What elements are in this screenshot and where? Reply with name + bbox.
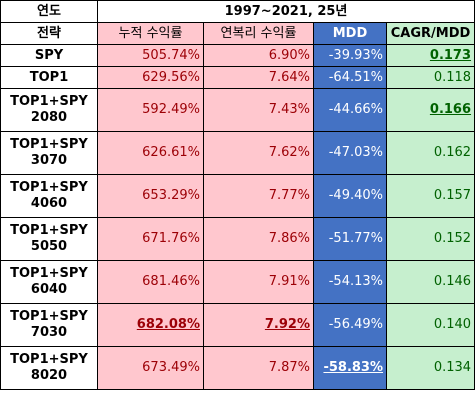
- strategy-name: TOP1+SPY 8020: [0, 346, 98, 390]
- table-row: TOP1+SPY 3070 626.61% 7.62% -47.03% 0.162: [0, 131, 476, 175]
- table-row: TOP1+SPY 4060 653.29% 7.77% -49.40% 0.157: [0, 174, 476, 218]
- col-header-mdd: MDD: [313, 22, 387, 45]
- ratio-cell: 0.173: [385, 44, 476, 67]
- table-row: TOP1+SPY 6040 681.46% 7.91% -54.13% 0.146: [0, 260, 476, 304]
- ratio-cell: 0.162: [385, 131, 476, 175]
- header-row-period: 연도 1997~2021, 25년: [0, 0, 476, 23]
- mdd-cell: -39.93%: [313, 44, 387, 67]
- ratio-cell: 0.140: [385, 303, 476, 347]
- mdd-cell: -56.49%: [313, 303, 387, 347]
- annual-return-cell: 6.90%: [203, 44, 314, 67]
- strategy-name-line1: TOP1+SPY: [10, 352, 88, 367]
- mdd-cell: -58.83%: [313, 346, 387, 390]
- col-header-annual-return: 연복리 수익률: [203, 22, 314, 45]
- strategy-name: TOP1: [0, 66, 98, 89]
- total-return-cell: 681.46%: [97, 260, 204, 304]
- ratio-cell: 0.157: [385, 174, 476, 218]
- mdd-cell: -49.40%: [313, 174, 387, 218]
- strategy-name-line2: 4060: [30, 196, 68, 211]
- strategy-name-line1: TOP1+SPY: [10, 309, 88, 324]
- table-row: TOP1+SPY 7030 682.08% 7.92% -56.49% 0.140: [0, 303, 476, 347]
- total-return-cell: 626.61%: [97, 131, 204, 175]
- total-return-cell: 682.08%: [97, 303, 204, 347]
- period-label: 1997~2021, 25년: [96, 0, 476, 23]
- col-header-total-return: 누적 수익률: [97, 22, 204, 45]
- ratio-best-value: 0.173: [429, 47, 472, 63]
- annual-return-cell: 7.92%: [203, 303, 314, 347]
- ratio-cell: 0.152: [385, 217, 476, 261]
- year-label: 연도: [0, 0, 98, 23]
- header-row-columns: 전략 누적 수익률 연복리 수익률 MDD CAGR/MDD: [0, 22, 476, 45]
- total-return-cell: 592.49%: [97, 88, 204, 132]
- strategy-name-line1: SPY: [34, 47, 64, 63]
- strategy-name: TOP1+SPY 6040: [0, 260, 98, 304]
- annual-return-cell: 7.86%: [203, 217, 314, 261]
- total-return-cell: 629.56%: [97, 66, 204, 89]
- ratio-cell: 0.166: [385, 88, 476, 132]
- total-return-cell: 653.29%: [97, 174, 204, 218]
- ratio-cell: 0.134: [385, 346, 476, 390]
- strategy-name: TOP1+SPY 3070: [0, 131, 98, 175]
- strategy-name: TOP1+SPY 5050: [0, 217, 98, 261]
- col-header-cagr-mdd: CAGR/MDD: [385, 22, 476, 45]
- table-row: TOP1+SPY 2080 592.49% 7.43% -44.66% 0.166: [0, 88, 476, 132]
- strategy-name-line1: TOP1+SPY: [10, 223, 88, 238]
- strategy-name-line1: TOP1+SPY: [10, 266, 88, 281]
- mdd-cell: -44.66%: [313, 88, 387, 132]
- table-row: TOP1+SPY 8020 673.49% 7.87% -58.83% 0.134: [0, 346, 476, 390]
- strategy-name-line1: TOP1+SPY: [10, 94, 88, 109]
- strategy-name-line2: 7030: [30, 325, 68, 340]
- strategy-name-line2: 5050: [30, 239, 68, 254]
- mdd-cell: -54.13%: [313, 260, 387, 304]
- total-return-cell: 673.49%: [97, 346, 204, 390]
- total-return-cell: 671.76%: [97, 217, 204, 261]
- table-row: TOP1 629.56% 7.64% -64.51% 0.118: [0, 66, 476, 89]
- strategy-name: TOP1+SPY 4060: [0, 174, 98, 218]
- strategy-name-line1: TOP1+SPY: [10, 180, 88, 195]
- strategy-comparison-table: 연도 1997~2021, 25년 전략 누적 수익률 연복리 수익률 MDD …: [0, 0, 476, 390]
- strategy-name: TOP1+SPY 7030: [0, 303, 98, 347]
- strategy-name-line1: TOP1+SPY: [10, 137, 88, 152]
- ratio-best-value: 0.166: [429, 102, 472, 117]
- strategy-name-line1: TOP1: [29, 69, 69, 85]
- annual-return-cell: 7.77%: [203, 174, 314, 218]
- table-row: TOP1+SPY 5050 671.76% 7.86% -51.77% 0.152: [0, 217, 476, 261]
- mdd-cell: -64.51%: [313, 66, 387, 89]
- table-row: SPY 505.74% 6.90% -39.93% 0.173: [0, 44, 476, 67]
- mdd-cell: -51.77%: [313, 217, 387, 261]
- strategy-name: SPY: [0, 44, 98, 67]
- mdd-worst-value: -58.83%: [323, 360, 383, 375]
- annual-return-cell: 7.91%: [203, 260, 314, 304]
- ratio-cell: 0.146: [385, 260, 476, 304]
- annual-return-cell: 7.43%: [203, 88, 314, 132]
- ratio-cell: 0.118: [385, 66, 476, 89]
- annual-return-cell: 7.64%: [203, 66, 314, 89]
- strategy-name-line2: 3070: [30, 153, 68, 168]
- total-return-best-value: 682.08%: [136, 317, 200, 332]
- total-return-cell: 505.74%: [97, 44, 204, 67]
- strategy-label: 전략: [0, 22, 98, 45]
- strategy-name-line2: 2080: [30, 110, 68, 125]
- annual-return-cell: 7.87%: [203, 346, 314, 390]
- strategy-name: TOP1+SPY 2080: [0, 88, 98, 132]
- strategy-name-line2: 6040: [30, 282, 68, 297]
- strategy-name-line2: 8020: [30, 368, 68, 383]
- annual-return-best-value: 7.92%: [264, 317, 310, 332]
- mdd-cell: -47.03%: [313, 131, 387, 175]
- annual-return-cell: 7.62%: [203, 131, 314, 175]
